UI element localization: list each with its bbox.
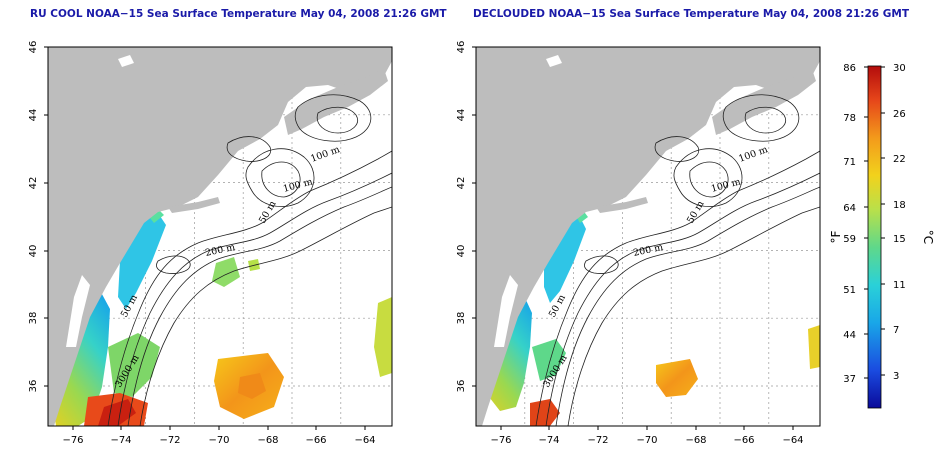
- f-tick-44: 44: [843, 330, 856, 341]
- lon-tick-74: −74: [110, 435, 131, 446]
- c-tick-22: 22: [893, 154, 906, 165]
- lon-tick-66: −66: [305, 435, 326, 446]
- lat-tick-42-r: 42: [456, 177, 467, 190]
- f-tick-71: 71: [843, 157, 856, 168]
- f-tick-78: 78: [843, 113, 856, 124]
- left-lon-axis: −76 −74 −72 −70 −68 −66 −64: [62, 426, 376, 446]
- lon-tick-76-r: −76: [490, 435, 511, 446]
- c-tick-30: 30: [893, 63, 906, 74]
- lon-tick-70-r: −70: [636, 435, 657, 446]
- lon-tick-74-r: −74: [538, 435, 559, 446]
- lat-tick-42: 42: [28, 177, 39, 190]
- lat-tick-36: 36: [28, 380, 39, 393]
- left-map-panel: [47, 46, 393, 427]
- lon-tick-68-r: −68: [685, 435, 706, 446]
- lon-tick-72: −72: [159, 435, 180, 446]
- lon-tick-68: −68: [257, 435, 278, 446]
- f-tick-59: 59: [843, 234, 856, 245]
- lat-tick-44: 44: [28, 109, 39, 122]
- left-panel-title: RU COOL NOAA−15 Sea Surface Temperature …: [30, 8, 447, 20]
- right-lon-axis: −76 −74 −72 −70 −68 −66 −64: [490, 426, 804, 446]
- lon-tick-72-r: −72: [587, 435, 608, 446]
- lon-tick-70: −70: [208, 435, 229, 446]
- lat-tick-38: 38: [28, 312, 39, 325]
- c-tick-3: 3: [893, 371, 899, 382]
- lon-tick-66-r: −66: [733, 435, 754, 446]
- fahrenheit-unit-label: °F: [829, 230, 843, 243]
- left-lat-axis: 46 44 42 40 38 36: [28, 41, 48, 393]
- lat-tick-38-r: 38: [456, 312, 467, 325]
- f-tick-64: 64: [843, 203, 856, 214]
- c-tick-18: 18: [893, 200, 906, 211]
- lon-tick-64-r: −64: [782, 435, 803, 446]
- right-panel-title: DECLOUDED NOAA−15 Sea Surface Temperatur…: [473, 8, 910, 20]
- c-tick-11: 11: [893, 280, 906, 291]
- lat-tick-40: 40: [28, 245, 39, 258]
- c-tick-26: 26: [893, 109, 906, 120]
- right-lat-axis: 46 44 42 40 38 36: [456, 41, 476, 393]
- lat-tick-36-r: 36: [456, 380, 467, 393]
- lon-tick-76: −76: [62, 435, 83, 446]
- c-tick-15: 15: [893, 234, 906, 245]
- f-tick-37: 37: [843, 374, 856, 385]
- c-tick-7: 7: [893, 325, 899, 336]
- celsius-unit-label: °C: [921, 230, 935, 244]
- lat-tick-46-r: 46: [456, 41, 467, 54]
- temperature-colorbar: 86 78 71 64 59 51 44 37 30 26 22 18 15 1…: [829, 63, 935, 409]
- lat-tick-44-r: 44: [456, 109, 467, 122]
- right-map-panel: [475, 46, 821, 427]
- lat-tick-40-r: 40: [456, 245, 467, 258]
- lon-tick-64: −64: [354, 435, 375, 446]
- f-tick-51: 51: [843, 285, 856, 296]
- f-tick-86: 86: [843, 63, 856, 74]
- lat-tick-46: 46: [28, 41, 39, 54]
